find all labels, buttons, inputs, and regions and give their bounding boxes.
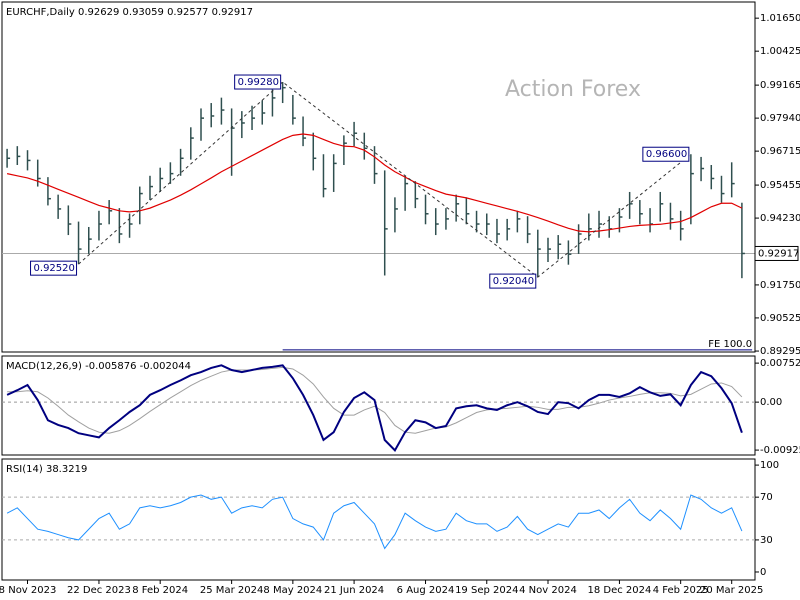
x-tick-label: 21 Jun 2024 [324,585,384,596]
last-price-label: 0.92917 [758,248,799,259]
x-tick-label: 25 Mar 2024 [200,585,263,596]
x-tick-label: 8 Feb 2024 [132,585,188,596]
x-tick-label: 22 Dec 2023 [67,585,131,596]
y-tick-label: 0.007526 [760,358,800,369]
y-tick-label: 1.00425 [760,46,800,57]
y-tick-label: 0.97940 [760,113,800,124]
y-tick-label: 0.00 [760,397,782,408]
y-tick-label: 70 [760,492,773,503]
macd-line [6,364,743,452]
rsi-line [6,494,743,550]
annotation-box [234,74,282,90]
y-tick-label: 0.94230 [760,213,800,224]
y-tick-label: 0.95455 [760,180,800,191]
rsi-panel [1,458,756,581]
y-tick-label: 1.01650 [760,13,800,24]
y-tick-label: 0.90525 [760,313,800,324]
y-tick-label: 30 [760,535,773,546]
annotation-box [30,260,78,276]
signal-line [7,366,743,434]
x-tick-label: 4 Feb 2025 [653,585,709,596]
annotation-label: 0.96600 [646,149,687,160]
y-tick-label: 0 [760,567,766,578]
zigzag [78,81,692,278]
panel-title: EURCHF,Daily 0.92629 0.93059 0.92577 0.9… [6,7,253,18]
moving-average [6,133,743,233]
y-tick-label: 0.96715 [760,146,800,157]
annotation-label: 0.92520 [34,263,75,274]
annotation-label: 0.99280 [238,77,279,88]
x-tick-label: 20 Mar 2025 [700,585,763,596]
panel-title: RSI(14) 38.3219 [6,464,87,475]
price-panel [1,1,756,353]
x-tick-label: 19 Sep 2024 [455,585,518,596]
x-tick-label: 18 Dec 2024 [587,585,651,596]
x-tick-label: 4 Nov 2024 [519,585,577,596]
annotation-box [642,146,690,162]
fe-label: FE 100.0 [708,339,752,350]
annotation-label: 0.92040 [493,276,534,287]
y-tick-label: 0.89295 [760,346,800,357]
x-tick-label: 8 May 2024 [263,585,322,596]
x-tick-label: 6 Aug 2024 [397,585,455,596]
panel-title: MACD(12,26,9) -0.005876 -0.002044 [6,361,191,372]
x-tick-label: 8 Nov 2023 [0,585,56,596]
y-tick-label: 0.99165 [760,80,800,91]
y-tick-label: -0.009252 [760,445,800,456]
watermark: Action Forex [505,77,641,102]
macd-panel [1,355,756,456]
y-tick-label: 100 [760,460,779,471]
last-price-box [754,245,799,261]
annotation-box [489,273,537,289]
y-tick-label: 0.91750 [760,280,800,291]
